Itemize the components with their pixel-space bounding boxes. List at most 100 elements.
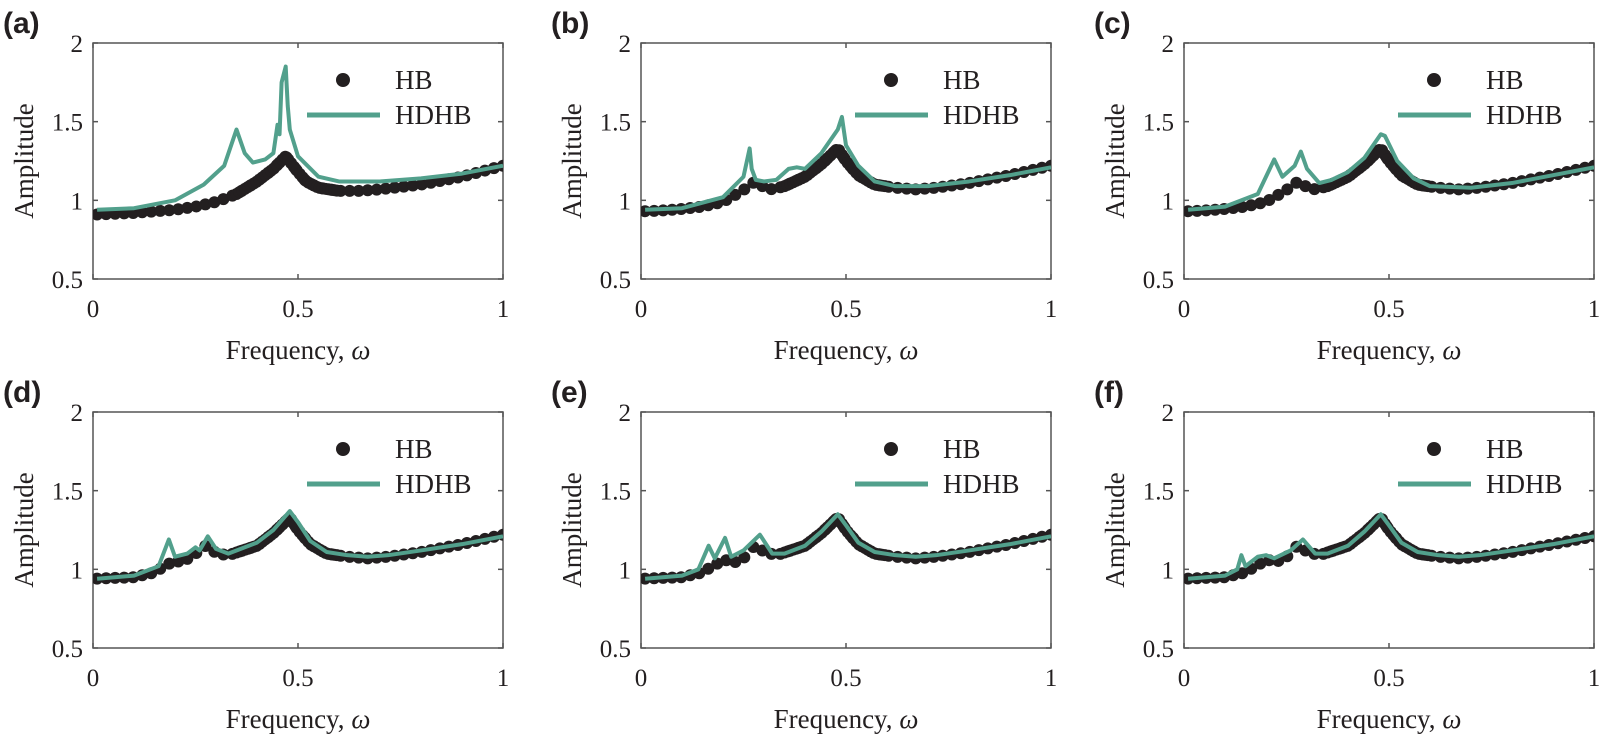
legend: HB HDHB bbox=[855, 434, 1020, 499]
panel-label: (f) bbox=[1094, 376, 1124, 409]
hb-point bbox=[424, 176, 437, 189]
x-tick-label: 0.5 bbox=[282, 296, 313, 323]
x-axis-label: Frequency, ω bbox=[226, 704, 371, 734]
hb-point bbox=[1254, 197, 1267, 210]
panel-label: (a) bbox=[3, 7, 40, 40]
hb-point bbox=[1236, 567, 1249, 580]
x-axis-label: Frequency, ω bbox=[774, 335, 919, 365]
y-axis-label: Amplitude bbox=[1100, 472, 1130, 588]
y-tick-label: 1.5 bbox=[1143, 479, 1174, 506]
series-HB bbox=[641, 143, 1051, 218]
hb-point bbox=[729, 188, 742, 201]
legend-hdhb-label: HDHB bbox=[943, 100, 1020, 130]
y-tick-label: 1 bbox=[71, 188, 84, 215]
series-HDHB-line bbox=[644, 512, 1051, 581]
x-axis-label: Frequency, ω bbox=[1317, 335, 1462, 365]
x-tick-label: 0 bbox=[635, 665, 648, 692]
x-axis-label: Frequency, ω bbox=[226, 335, 371, 365]
hb-point bbox=[208, 196, 221, 209]
legend-hdhb-label: HDHB bbox=[395, 100, 472, 130]
x-axis-label-text: Frequency, bbox=[774, 335, 900, 365]
hb-point bbox=[711, 557, 724, 570]
y-tick-label: 1.5 bbox=[600, 110, 631, 137]
series-HB bbox=[1184, 143, 1594, 218]
x-axis-label: Frequency, ω bbox=[774, 704, 919, 734]
hb-point bbox=[172, 203, 185, 216]
y-tick-label: 2 bbox=[1162, 31, 1175, 58]
x-tick-label: 1 bbox=[497, 296, 510, 323]
y-tick-label: 1.5 bbox=[52, 110, 83, 137]
hb-point bbox=[370, 183, 383, 196]
legend: HB HDHB bbox=[307, 434, 472, 499]
hb-point bbox=[1272, 188, 1285, 201]
y-tick-label: 2 bbox=[1162, 400, 1175, 427]
y-tick-label: 1.5 bbox=[1143, 110, 1174, 137]
legend-hb-marker bbox=[884, 442, 898, 456]
hb-point bbox=[379, 182, 392, 195]
series-HB bbox=[641, 512, 1051, 585]
y-tick-label: 2 bbox=[619, 31, 632, 58]
legend-hb-label: HB bbox=[943, 65, 981, 95]
hb-point bbox=[217, 193, 230, 206]
series-HB bbox=[93, 150, 503, 221]
y-tick-label: 1 bbox=[619, 188, 632, 215]
hb-point bbox=[352, 184, 365, 197]
x-axis-label-text: Frequency, bbox=[226, 335, 352, 365]
series-HDHB-line bbox=[1187, 132, 1594, 212]
plot-area bbox=[641, 114, 1051, 218]
legend-hdhb-label: HDHB bbox=[943, 469, 1020, 499]
x-tick-label: 1 bbox=[1045, 296, 1058, 323]
series-HB bbox=[1184, 512, 1594, 585]
x-axis-label-symbol: ω bbox=[899, 704, 918, 734]
y-tick-label: 0.5 bbox=[52, 267, 83, 294]
legend-hb-marker bbox=[1427, 442, 1441, 456]
hb-point bbox=[154, 204, 167, 217]
legend-hb-marker bbox=[884, 73, 898, 87]
plot-area bbox=[1184, 132, 1594, 218]
x-axis-label-text: Frequency, bbox=[774, 704, 900, 734]
y-tick-label: 1.5 bbox=[52, 479, 83, 506]
x-tick-label: 0.5 bbox=[1373, 296, 1404, 323]
x-tick-label: 0.5 bbox=[1373, 665, 1404, 692]
hb-point bbox=[1236, 201, 1249, 214]
y-tick-label: 2 bbox=[619, 400, 632, 427]
legend-hb-label: HB bbox=[395, 65, 433, 95]
x-axis-label-symbol: ω bbox=[1442, 704, 1461, 734]
x-axis-label-text: Frequency, bbox=[226, 704, 352, 734]
x-axis-label-symbol: ω bbox=[351, 335, 370, 365]
panel-label: (e) bbox=[551, 376, 588, 409]
hb-point bbox=[181, 201, 194, 214]
y-axis-label: Amplitude bbox=[1100, 103, 1130, 219]
hb-point bbox=[1290, 176, 1303, 189]
y-axis-label: Amplitude bbox=[557, 472, 587, 588]
x-tick-label: 0 bbox=[635, 296, 648, 323]
hb-point bbox=[397, 180, 410, 193]
legend-hb-label: HB bbox=[943, 434, 981, 464]
hb-point bbox=[738, 183, 751, 196]
x-axis-label-symbol: ω bbox=[1442, 335, 1461, 365]
x-tick-label: 0 bbox=[87, 665, 100, 692]
series-HDHB-line bbox=[97, 64, 503, 212]
x-tick-label: 1 bbox=[497, 665, 510, 692]
hb-point bbox=[1254, 557, 1267, 570]
x-axis-label-symbol: ω bbox=[899, 335, 918, 365]
hb-point bbox=[1245, 199, 1258, 212]
hb-point bbox=[361, 184, 374, 197]
series-HDHB-line bbox=[645, 114, 1051, 212]
hb-point bbox=[163, 204, 176, 217]
legend-hdhb-label: HDHB bbox=[1486, 100, 1563, 130]
hb-point bbox=[1263, 194, 1276, 207]
x-tick-label: 0.5 bbox=[830, 665, 861, 692]
y-tick-label: 1 bbox=[1162, 188, 1175, 215]
panel-label: (b) bbox=[551, 7, 589, 40]
hb-point bbox=[145, 205, 158, 218]
legend-hb-marker bbox=[336, 442, 350, 456]
y-tick-label: 0.5 bbox=[600, 267, 631, 294]
x-axis-label: Frequency, ω bbox=[1317, 704, 1462, 734]
x-tick-label: 1 bbox=[1588, 665, 1600, 692]
x-axis-label-text: Frequency, bbox=[1317, 335, 1443, 365]
legend-hb-marker bbox=[336, 73, 350, 87]
